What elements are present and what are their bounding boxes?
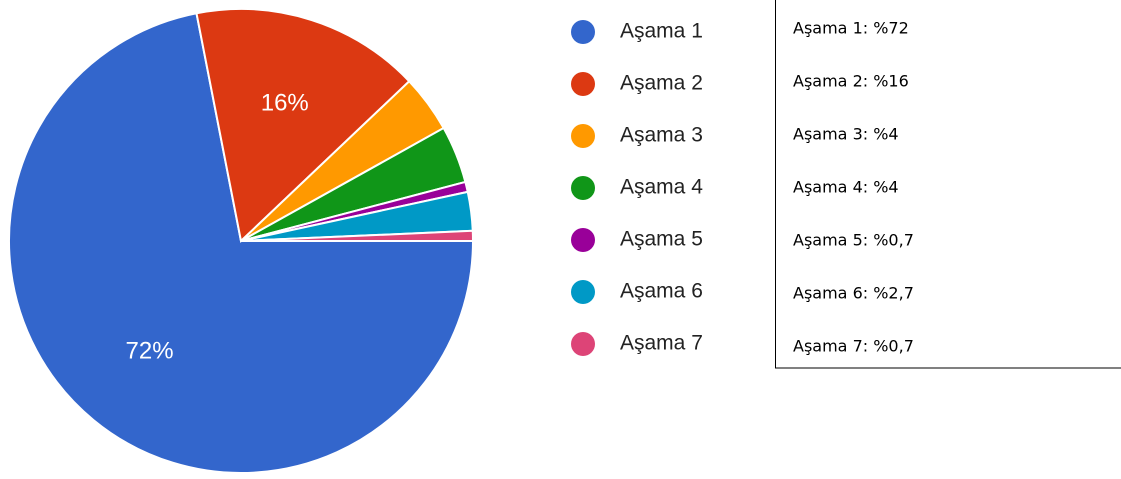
box-line: Aşama 5: %0,7 <box>793 231 914 250</box>
legend-label: Aşama 5 <box>620 228 703 251</box>
box-line: Aşama 4: %4 <box>793 178 899 197</box>
legend-marker <box>571 332 595 356</box>
legend-marker <box>571 72 595 96</box>
legend-label: Aşama 4 <box>620 176 703 199</box>
legend-marker <box>571 124 595 148</box>
box-line: Aşama 1: %72 <box>793 19 909 38</box>
box-line: Aşama 2: %16 <box>793 72 909 91</box>
box-line: Aşama 6: %2,7 <box>793 284 914 303</box>
data-label: 72% <box>126 337 174 364</box>
legend-marker <box>571 20 595 44</box>
legend-marker <box>571 176 595 200</box>
box-line: Aşama 3: %4 <box>793 125 899 144</box>
legend-label: Aşama 1 <box>620 20 703 43</box>
legend-label: Aşama 7 <box>620 332 703 355</box>
box-line: Aşama 7: %0,7 <box>793 337 914 356</box>
legend-label: Aşama 6 <box>620 280 703 303</box>
legend-label: Aşama 3 <box>620 124 703 147</box>
legend-label: Aşama 2 <box>620 72 703 95</box>
data-label: 16% <box>261 89 309 116</box>
legend-marker <box>571 280 595 304</box>
legend-marker <box>571 228 595 252</box>
